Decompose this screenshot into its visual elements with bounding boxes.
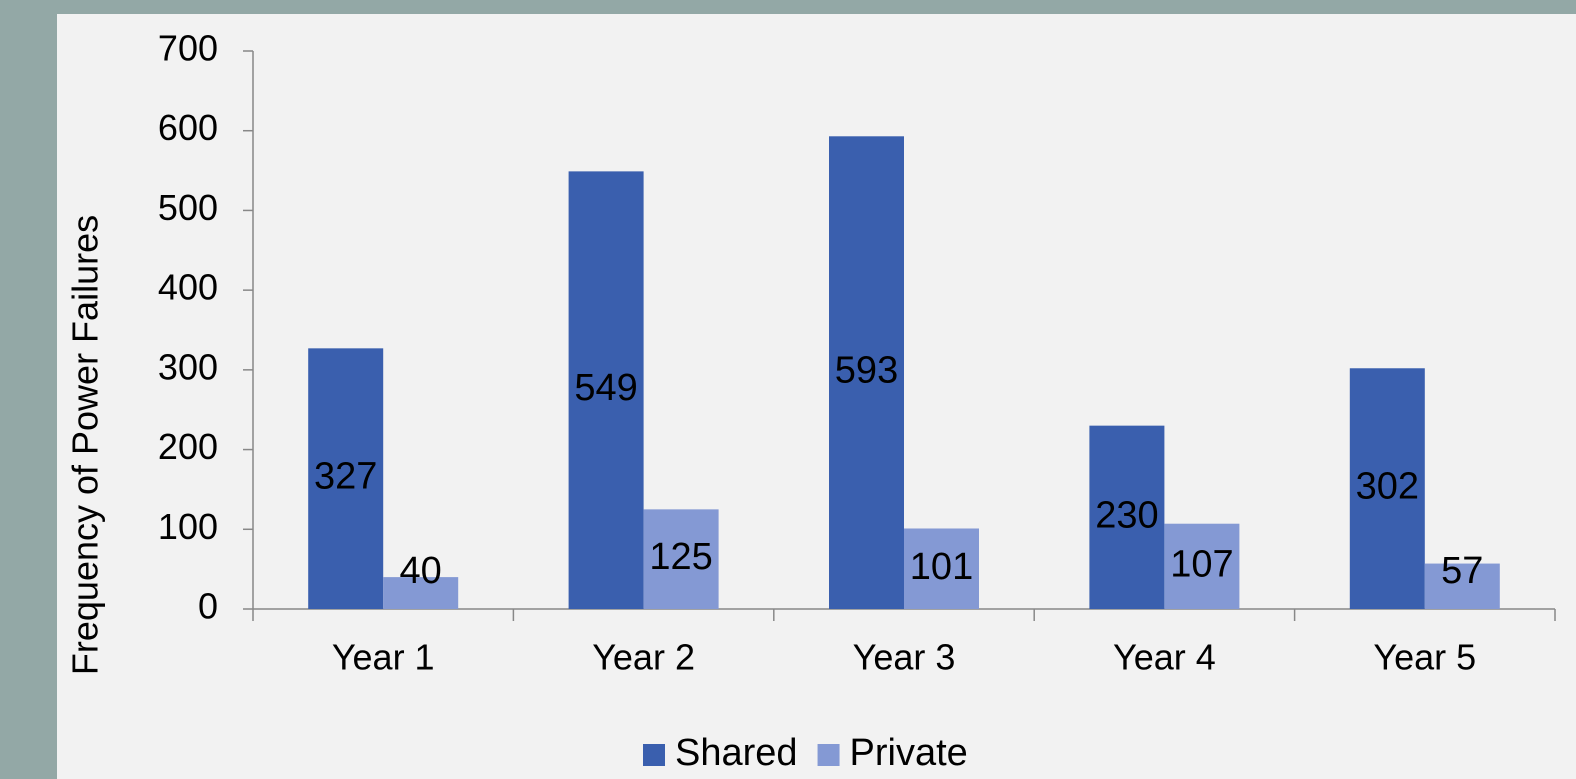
y-tick-label: 300: [158, 346, 218, 387]
data-label: 302: [1356, 466, 1419, 508]
bar: [383, 577, 459, 609]
y-tick-label: 400: [158, 267, 218, 308]
data-label: 230: [1095, 494, 1158, 536]
bar: [904, 528, 979, 609]
bar: [829, 136, 904, 609]
y-tick-label: 200: [158, 426, 218, 467]
bar: [568, 171, 644, 609]
bar: [1164, 523, 1240, 609]
legend-label: Shared: [675, 732, 798, 774]
y-tick-label: 600: [158, 107, 218, 148]
bar: [1349, 368, 1425, 609]
data-label: 107: [1170, 543, 1233, 585]
x-tick-label: Year 3: [853, 637, 956, 678]
y-tick-label: 500: [158, 187, 218, 228]
data-label: 593: [835, 350, 898, 392]
data-label: 125: [649, 536, 712, 578]
legend-swatch: [643, 744, 665, 766]
data-label: 549: [574, 367, 637, 409]
x-tick-label: Year 4: [1113, 637, 1216, 678]
bar: [643, 509, 719, 609]
y-tick-label: 0: [198, 586, 218, 627]
data-label: 40: [400, 550, 442, 592]
y-axis-label: Frequency of Power Failures: [65, 215, 106, 675]
bar: [308, 348, 384, 609]
data-label: 101: [910, 546, 973, 588]
y-tick-label: 700: [158, 28, 218, 69]
data-label: 327: [314, 456, 377, 498]
x-tick-label: Year 2: [592, 637, 695, 678]
legend-swatch: [817, 744, 840, 766]
legend-label: Private: [850, 732, 968, 774]
chart-panel: [57, 14, 1576, 779]
data-label: 57: [1441, 550, 1483, 592]
x-tick-label: Year 1: [332, 637, 435, 678]
y-tick-label: 100: [158, 506, 218, 547]
bar: [1424, 563, 1500, 609]
x-tick-label: Year 5: [1373, 637, 1476, 678]
bar: [1089, 425, 1165, 609]
